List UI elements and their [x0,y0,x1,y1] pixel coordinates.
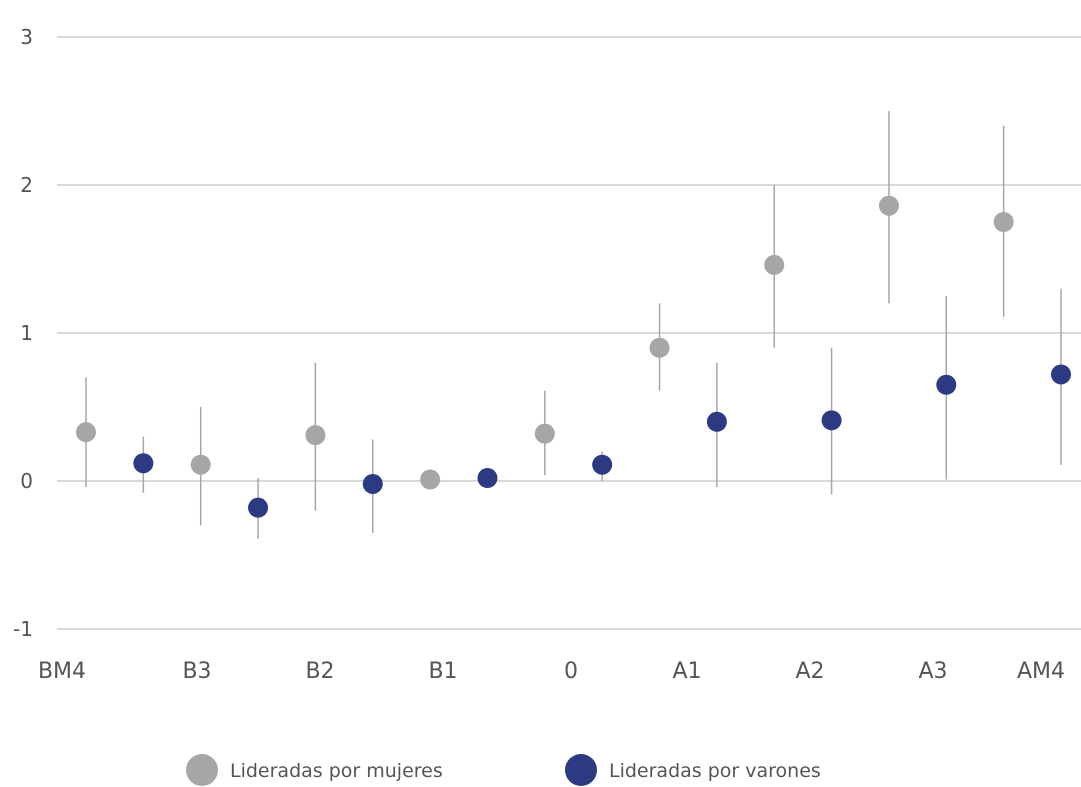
point-lideradas-por-varones [592,454,613,475]
y-axis-ticks: -1 0 1 2 3 [13,25,33,641]
point-lideradas-por-varones [821,410,842,431]
point-lideradas-por-varones [706,411,727,432]
legend-marker [565,754,597,786]
point-lideradas-por-varones [248,497,269,518]
y-tick-label: 1 [20,321,33,345]
point-lideradas-por-varones [936,374,957,395]
point-lideradas-por-mujeres [649,337,670,358]
point-lideradas-por-varones [1051,364,1071,385]
grid-layer [57,36,1081,630]
x-tick-label: 0 [564,659,578,684]
x-tick-label: A3 [918,659,947,684]
point-lideradas-por-mujeres [993,212,1014,232]
legend: Lideradas por mujeres Lideradas por varon… [186,754,821,786]
error-bars [85,111,1062,539]
x-tick-label: B1 [428,659,457,684]
point-lideradas-por-mujeres [305,425,326,446]
y-tick-label: -1 [13,617,33,641]
point-lideradas-por-mujeres [764,254,785,275]
legend-label: Lideradas por varones [609,760,821,782]
x-tick-label: A1 [672,659,701,684]
point-lideradas-por-mujeres [420,469,441,490]
point-lideradas-por-mujeres [878,195,899,216]
point-lideradas-por-varones [477,468,498,489]
y-tick-label: 0 [20,469,33,493]
data-points [76,195,1071,518]
point-lideradas-por-varones [133,453,154,474]
x-tick-label: A2 [795,659,824,684]
x-tick-label: B3 [182,659,211,684]
point-lideradas-por-varones [362,473,383,494]
y-tick-label: 3 [20,25,33,49]
legend-label: Lideradas por mujeres [230,760,443,782]
point-lideradas-por-mujeres [534,423,555,444]
x-tick-label: AM4 [1017,659,1065,684]
point-lideradas-por-mujeres [76,422,96,443]
legend-marker [186,754,218,786]
y-tick-label: 2 [20,173,33,197]
x-tick-label: B2 [305,659,334,684]
x-axis-ticks: BM4 B3 B2 B1 0 A1 A2 A3 AM4 [38,659,1065,684]
x-tick-label: BM4 [38,659,86,684]
point-lideradas-por-mujeres [190,454,211,475]
